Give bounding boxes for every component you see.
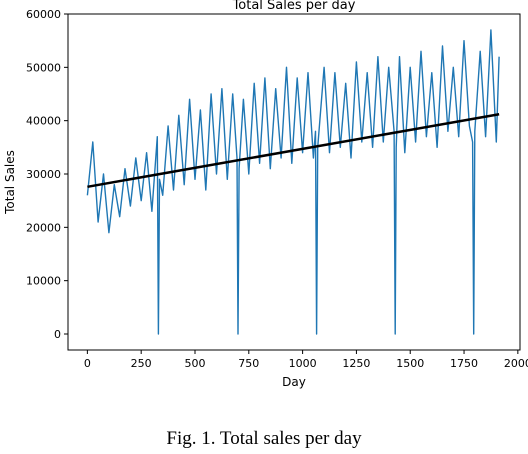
x-tick-label: 1750 <box>450 357 478 370</box>
x-tick-label: 1500 <box>396 357 424 370</box>
x-tick-label: 2000 <box>504 357 528 370</box>
y-tick-label: 10000 <box>26 275 61 288</box>
y-tick-label: 60000 <box>26 8 61 21</box>
y-tick-label: 40000 <box>26 115 61 128</box>
plot-area <box>67 13 521 351</box>
x-tick-label: 1000 <box>289 357 317 370</box>
x-tick-label: 0 <box>84 357 91 370</box>
y-axis-title: Total Sales <box>3 150 17 215</box>
plot-frame <box>67 13 521 351</box>
x-tick-label: 750 <box>238 357 259 370</box>
series-layer <box>86 29 500 335</box>
y-tick-label: 0 <box>54 328 61 341</box>
x-tick-label: 1250 <box>342 357 370 370</box>
x-axis-title: Day <box>282 375 306 389</box>
y-tick-label: 20000 <box>26 221 61 234</box>
sales-series-line-0 <box>86 29 500 335</box>
y-tick-label: 50000 <box>26 61 61 74</box>
x-axis: 0 250 500 750 1000 1250 1500 1750 2000 <box>84 350 528 370</box>
x-tick-label: 250 <box>131 357 152 370</box>
trend-line <box>87 113 500 189</box>
x-tick-label: 500 <box>184 357 205 370</box>
trend-layer <box>87 113 500 189</box>
chart-title: Total Sales per day <box>232 0 356 13</box>
figure-caption: Fig. 1. Total sales per day <box>166 428 362 449</box>
total-sales-chart: 0 250 500 750 1000 1250 1500 1750 2000 0 10000 200… <box>3 0 528 389</box>
y-tick-label: 30000 <box>26 168 61 181</box>
y-axis: 0 10000 20000 30000 40000 50000 60000 <box>26 8 68 341</box>
